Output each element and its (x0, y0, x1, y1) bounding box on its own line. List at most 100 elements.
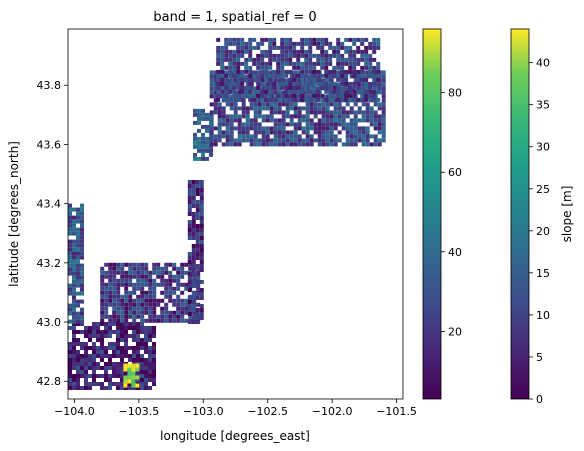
raster-cell (152, 262, 157, 267)
raster-cell (376, 37, 381, 42)
raster-cell (80, 386, 84, 390)
raster-cell (116, 298, 121, 303)
raster-cell (213, 70, 218, 75)
raster-cell (80, 251, 84, 256)
colorbar-2-gradient (510, 28, 530, 400)
raster-cell (199, 280, 204, 284)
raster-cell (220, 53, 225, 58)
raster-cell (100, 282, 105, 287)
raster-cell (140, 330, 144, 334)
raster-cell (160, 310, 165, 315)
raster-cell (213, 90, 218, 95)
raster-cell (156, 262, 161, 267)
raster-cell (316, 45, 321, 50)
raster-cell (352, 65, 357, 70)
raster-cell (144, 346, 148, 350)
raster-cell (376, 85, 381, 90)
raster-cell (104, 274, 109, 279)
raster-cell (168, 298, 173, 303)
raster-cell (68, 247, 72, 252)
raster-cell (365, 106, 370, 111)
raster-cell (140, 306, 145, 311)
raster-cell (245, 126, 250, 131)
raster-cell (373, 134, 378, 139)
raster-cell (336, 85, 341, 90)
raster-cell (96, 330, 100, 334)
raster-cell (273, 94, 278, 99)
raster-cell (352, 85, 357, 90)
raster-cell (289, 102, 294, 107)
raster-cell (256, 61, 261, 66)
raster-cell (253, 86, 258, 91)
raster-cell (252, 89, 257, 94)
raster-cell (345, 126, 350, 131)
raster-cell (268, 97, 273, 102)
raster-cell (349, 106, 354, 111)
raster-cell (336, 49, 341, 54)
raster-cell (144, 318, 149, 323)
raster-cell (108, 378, 112, 382)
raster-cell (376, 69, 381, 74)
raster-cell (144, 282, 149, 287)
raster-cell (272, 37, 277, 42)
raster-cell (265, 134, 270, 139)
raster-cell (191, 260, 196, 264)
raster-cell (253, 70, 258, 75)
raster-cell (373, 114, 378, 119)
raster-cell (168, 282, 173, 287)
raster-cell (229, 78, 234, 83)
raster-cell (253, 130, 258, 135)
raster-cell (76, 207, 80, 212)
raster-cell (136, 322, 140, 326)
raster-cell (260, 49, 265, 54)
raster-cell (201, 152, 205, 157)
raster-cell (268, 61, 273, 66)
raster-cell (188, 262, 193, 267)
raster-cell (228, 97, 233, 102)
raster-cell (68, 259, 72, 264)
raster-cell (248, 85, 253, 90)
raster-cell (241, 126, 246, 131)
raster-cell (248, 45, 253, 50)
raster-cell (72, 219, 76, 224)
raster-cell (296, 61, 301, 66)
raster-cell (164, 310, 169, 315)
raster-cell (353, 102, 358, 107)
raster-cell (320, 81, 325, 86)
raster-cell (80, 287, 84, 292)
y-tick-label: 42.8 (37, 375, 62, 388)
raster-cell (317, 126, 322, 131)
y-axis: 42.843.043.243.443.643.8 (37, 79, 68, 388)
raster-cell (348, 93, 353, 98)
raster-cell (376, 89, 381, 94)
raster-cell (124, 330, 128, 334)
raster-cell (232, 37, 237, 42)
raster-cell (324, 65, 329, 70)
raster-cell (244, 61, 249, 66)
raster-cell (376, 77, 381, 82)
raster-cell (187, 276, 192, 280)
raster-cell (337, 110, 342, 115)
raster-cell (108, 278, 113, 283)
raster-cell (140, 318, 145, 323)
raster-cell (120, 282, 125, 287)
raster-cell (88, 338, 92, 342)
raster-cell (229, 130, 234, 135)
raster-cell (100, 306, 105, 311)
raster-cell (337, 118, 342, 123)
raster-cell (148, 282, 153, 287)
raster-cell (112, 282, 117, 287)
raster-cell (269, 86, 274, 91)
raster-cell (228, 49, 233, 54)
raster-cell (232, 69, 237, 74)
raster-cell (329, 114, 334, 119)
raster-cell (328, 89, 333, 94)
raster-cell (284, 49, 289, 54)
raster-cell (160, 274, 165, 279)
raster-cell (264, 89, 269, 94)
raster-cell (336, 45, 341, 50)
raster-cell (280, 37, 285, 42)
raster-cell (180, 270, 185, 275)
raster-cell (199, 184, 204, 188)
raster-cell (148, 362, 152, 366)
